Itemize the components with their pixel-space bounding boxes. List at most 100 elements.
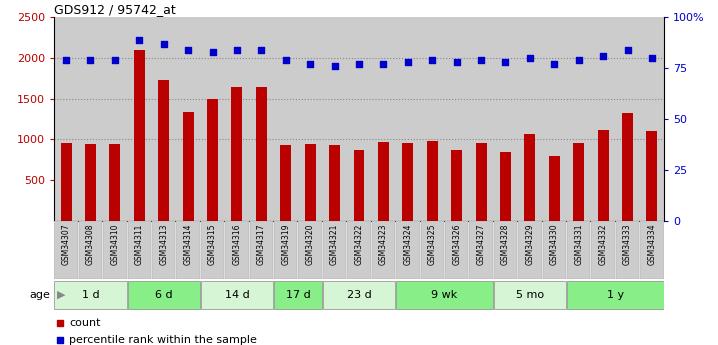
Text: 1 y: 1 y: [607, 290, 624, 300]
FancyBboxPatch shape: [225, 221, 248, 279]
Point: [402, 59, 414, 65]
Bar: [597, 130, 609, 221]
Bar: [304, 144, 316, 221]
Point: [409, 121, 420, 127]
Text: 1 d: 1 d: [82, 290, 99, 300]
FancyBboxPatch shape: [592, 221, 615, 279]
Bar: [518, 17, 542, 221]
FancyBboxPatch shape: [299, 221, 322, 279]
Point: [280, 57, 292, 63]
Point: [597, 53, 609, 59]
FancyBboxPatch shape: [152, 221, 175, 279]
Bar: [322, 17, 347, 221]
Point: [426, 57, 438, 63]
Point: [378, 61, 389, 67]
Bar: [60, 144, 72, 221]
Text: 6 d: 6 d: [155, 290, 172, 300]
FancyBboxPatch shape: [323, 221, 346, 279]
FancyBboxPatch shape: [128, 281, 200, 309]
Text: GSM34307: GSM34307: [62, 224, 70, 265]
FancyBboxPatch shape: [55, 281, 126, 309]
Point: [109, 57, 121, 63]
Bar: [103, 17, 127, 221]
FancyBboxPatch shape: [372, 221, 395, 279]
FancyBboxPatch shape: [103, 221, 126, 279]
FancyBboxPatch shape: [250, 221, 273, 279]
Bar: [127, 17, 151, 221]
Text: GSM34321: GSM34321: [330, 224, 339, 265]
Bar: [225, 17, 249, 221]
Point: [256, 47, 267, 52]
FancyBboxPatch shape: [470, 221, 493, 279]
Bar: [591, 17, 615, 221]
Text: GSM34326: GSM34326: [452, 224, 461, 265]
Text: percentile rank within the sample: percentile rank within the sample: [69, 335, 257, 345]
Bar: [207, 99, 218, 221]
Bar: [200, 17, 225, 221]
Text: GSM34308: GSM34308: [86, 224, 95, 265]
Bar: [573, 142, 584, 221]
FancyBboxPatch shape: [55, 221, 78, 279]
FancyBboxPatch shape: [79, 221, 102, 279]
Point: [475, 57, 487, 63]
Text: GSM34317: GSM34317: [257, 224, 266, 265]
Text: GSM34330: GSM34330: [550, 224, 559, 265]
Point: [304, 61, 316, 67]
Bar: [176, 17, 200, 221]
Text: GSM34334: GSM34334: [648, 224, 656, 265]
Point: [353, 61, 365, 67]
Text: GDS912 / 95742_at: GDS912 / 95742_at: [54, 3, 176, 16]
Point: [524, 55, 536, 61]
FancyBboxPatch shape: [494, 281, 566, 309]
Text: 17 d: 17 d: [286, 290, 310, 300]
Text: count: count: [69, 318, 101, 327]
Point: [182, 47, 194, 52]
FancyBboxPatch shape: [518, 221, 541, 279]
Bar: [615, 17, 640, 221]
Bar: [396, 17, 420, 221]
FancyBboxPatch shape: [128, 221, 151, 279]
Bar: [151, 17, 176, 221]
Point: [451, 59, 462, 65]
Text: GSM34333: GSM34333: [623, 224, 632, 265]
Bar: [493, 17, 518, 221]
Point: [549, 61, 560, 67]
Text: 14 d: 14 d: [225, 290, 249, 300]
Bar: [500, 151, 511, 221]
Point: [85, 57, 96, 63]
Text: GSM34322: GSM34322: [355, 224, 363, 265]
Bar: [469, 17, 493, 221]
Text: GSM34311: GSM34311: [135, 224, 144, 265]
Text: GSM34331: GSM34331: [574, 224, 583, 265]
Text: GSM34315: GSM34315: [208, 224, 217, 265]
Point: [622, 47, 633, 52]
Bar: [451, 150, 462, 221]
FancyBboxPatch shape: [421, 221, 444, 279]
Text: GSM34316: GSM34316: [233, 224, 241, 265]
Bar: [567, 17, 591, 221]
Bar: [274, 17, 298, 221]
Point: [134, 37, 145, 42]
Bar: [426, 141, 438, 221]
Bar: [640, 17, 664, 221]
Text: GSM34332: GSM34332: [599, 224, 607, 265]
Bar: [231, 87, 243, 221]
FancyBboxPatch shape: [201, 221, 224, 279]
Bar: [249, 17, 274, 221]
Bar: [347, 17, 371, 221]
FancyBboxPatch shape: [543, 221, 566, 279]
FancyBboxPatch shape: [201, 281, 273, 309]
Point: [500, 59, 511, 65]
Text: 5 mo: 5 mo: [516, 290, 544, 300]
Bar: [298, 17, 322, 221]
Text: GSM34310: GSM34310: [111, 224, 119, 265]
Text: 23 d: 23 d: [347, 290, 371, 300]
Text: GSM34313: GSM34313: [159, 224, 168, 265]
FancyBboxPatch shape: [567, 221, 590, 279]
Text: GSM34329: GSM34329: [526, 224, 534, 265]
Text: GSM34325: GSM34325: [428, 224, 437, 265]
Bar: [54, 17, 78, 221]
Text: ▶: ▶: [57, 290, 66, 300]
Text: GSM34327: GSM34327: [477, 224, 485, 265]
FancyBboxPatch shape: [396, 281, 493, 309]
